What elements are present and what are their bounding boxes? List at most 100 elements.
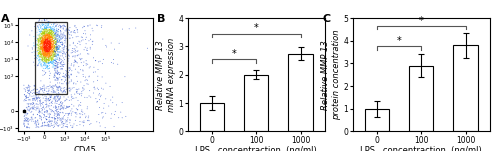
Point — [37, 105, 45, 107]
Point — [44, 56, 52, 59]
Point — [44, 59, 52, 62]
Point — [58, 82, 66, 85]
Point — [48, 57, 56, 60]
Point — [81, 29, 89, 32]
Point — [22, 94, 30, 97]
Point — [40, 48, 48, 51]
Point — [62, 125, 70, 128]
Point — [38, 108, 46, 111]
Point — [36, 41, 44, 43]
Point — [60, 90, 68, 92]
Point — [84, 79, 92, 81]
Point — [52, 47, 60, 49]
Point — [64, 55, 72, 57]
Point — [31, 38, 39, 40]
Point — [62, 121, 70, 123]
Point — [48, 29, 56, 31]
Point — [40, 54, 48, 56]
Point — [40, 48, 48, 51]
Point — [52, 58, 60, 60]
Point — [42, 57, 50, 59]
Point — [44, 56, 52, 59]
Point — [52, 54, 60, 56]
Point — [38, 56, 46, 59]
Point — [66, 105, 74, 108]
Point — [102, 82, 110, 84]
Point — [36, 39, 44, 42]
Point — [51, 34, 59, 37]
Point — [44, 46, 52, 48]
Point — [32, 96, 40, 98]
Point — [52, 77, 60, 79]
Point — [54, 77, 62, 80]
Point — [50, 126, 58, 129]
Point — [35, 43, 43, 45]
Point — [41, 61, 49, 63]
Point — [36, 48, 44, 50]
Point — [78, 61, 86, 64]
Point — [46, 36, 54, 38]
Point — [66, 87, 74, 89]
Point — [52, 32, 60, 35]
Point — [46, 40, 54, 43]
Point — [46, 125, 54, 128]
Point — [46, 49, 54, 51]
Point — [38, 43, 46, 45]
Point — [48, 45, 56, 48]
Point — [106, 85, 114, 88]
Point — [58, 107, 66, 109]
Point — [64, 74, 72, 76]
Point — [56, 57, 64, 60]
Point — [46, 41, 54, 43]
Point — [51, 79, 59, 81]
Point — [54, 46, 62, 48]
Point — [77, 58, 85, 60]
Point — [40, 48, 48, 50]
Point — [49, 34, 57, 36]
Point — [36, 90, 44, 92]
Point — [64, 88, 72, 91]
Point — [62, 51, 70, 54]
Point — [36, 53, 44, 55]
Point — [42, 46, 50, 48]
Point — [46, 51, 54, 53]
Point — [40, 30, 48, 32]
Point — [38, 109, 46, 112]
Point — [40, 38, 48, 40]
Point — [60, 63, 68, 66]
Point — [43, 48, 51, 51]
Point — [46, 33, 54, 35]
Point — [22, 96, 30, 99]
Point — [36, 48, 44, 51]
Point — [54, 113, 62, 116]
Point — [36, 87, 44, 89]
Point — [34, 25, 42, 27]
Point — [28, 120, 36, 122]
Point — [36, 110, 44, 113]
Point — [36, 28, 44, 31]
Point — [75, 72, 83, 74]
Point — [46, 39, 54, 42]
Point — [46, 38, 54, 40]
Point — [78, 57, 86, 60]
Point — [36, 30, 44, 33]
Point — [56, 26, 64, 29]
Point — [43, 39, 51, 41]
Point — [40, 49, 48, 51]
Point — [45, 49, 53, 52]
Point — [57, 51, 65, 54]
Point — [43, 49, 51, 51]
Point — [44, 42, 52, 45]
Point — [34, 59, 42, 61]
Point — [42, 55, 50, 57]
Point — [47, 46, 55, 48]
Point — [71, 60, 79, 63]
Point — [50, 23, 58, 26]
Point — [42, 38, 50, 40]
Point — [33, 103, 41, 105]
Point — [46, 33, 54, 35]
Point — [54, 30, 62, 32]
Point — [40, 106, 48, 109]
Point — [40, 43, 48, 45]
Point — [25, 84, 33, 87]
